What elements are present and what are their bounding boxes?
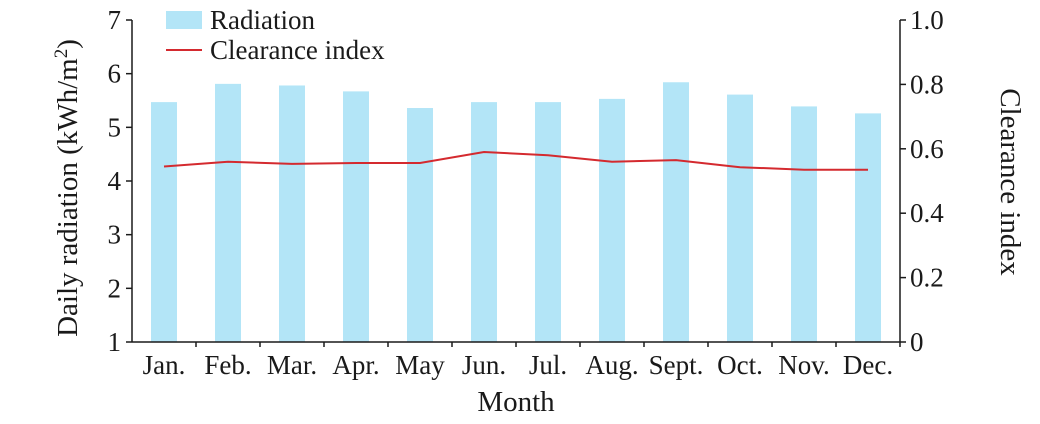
x-tick-label-0: Jan.	[143, 350, 186, 380]
y-axis-left-title: Daily radiation (kWh/m2)	[51, 39, 85, 337]
line-series-group	[163, 150, 868, 171]
axes-group	[131, 20, 901, 343]
x-tick-label-3: Apr.	[332, 350, 379, 380]
legend-label-clearance-index: Clearance index	[210, 35, 385, 65]
legend: Radiation Clearance index	[166, 5, 385, 65]
x-tick-label-4: May	[395, 350, 445, 380]
y-tick-left-label-0: 1	[108, 327, 122, 357]
y-tick-left-label-4: 5	[108, 112, 122, 142]
y-tick-left-label-2: 3	[108, 220, 122, 250]
bar-radiation-9	[663, 82, 689, 343]
bar-radiation-7	[535, 102, 561, 342]
x-tick-label-5: Jun.	[462, 350, 506, 380]
y-tick-left-label-5: 6	[108, 59, 122, 89]
y-tick-right-label-5: 1.0	[910, 5, 944, 35]
bar-radiation-6	[471, 102, 497, 342]
x-tick-label-1: Feb.	[204, 350, 251, 380]
y-tick-right-label-0: 0	[910, 327, 924, 357]
bar-radiation-2	[215, 83, 241, 342]
bar-group	[151, 82, 881, 343]
tick-labels-group: 1 2 3 4 5 6 7 0 0.2 0.4 0.6 0.8 1.0 Jan. Feb. Mar. Apr. M…	[108, 5, 945, 380]
x-tick-label-11: Dec.	[843, 350, 893, 380]
bar-radiation-1	[151, 102, 177, 342]
y-tick-left-label-6: 7	[108, 5, 122, 35]
x-axis-title: Month	[477, 386, 555, 418]
y-tick-right-label-4: 0.8	[910, 69, 944, 99]
bar-radiation-10	[727, 94, 753, 342]
bar-radiation-11	[791, 106, 817, 342]
y-tick-right-label-3: 0.6	[910, 134, 944, 164]
legend-swatch-radiation	[166, 11, 202, 29]
x-tick-label-8: Sept.	[649, 350, 704, 380]
bar-radiation-3	[279, 85, 305, 343]
x-tick-label-2: Mar.	[267, 350, 317, 380]
bar-radiation-4	[343, 91, 369, 342]
y-axis-right-title: Clearance index	[994, 88, 1026, 276]
y-tick-left-label-3: 4	[108, 166, 122, 196]
legend-label-radiation: Radiation	[210, 5, 315, 35]
bar-radiation-8	[599, 98, 625, 342]
y-tick-right-label-1: 0.2	[910, 263, 944, 293]
bar-radiation-5	[407, 108, 433, 342]
y-tick-left-label-1: 2	[108, 273, 122, 303]
x-tick-label-9: Oct.	[717, 350, 763, 380]
x-tick-label-7: Aug.	[585, 350, 638, 380]
y-tick-right-label-2: 0.4	[910, 198, 944, 228]
x-tick-label-10: Nov.	[778, 350, 830, 380]
x-tick-label-6: Jul.	[529, 350, 567, 380]
line-clearance-index	[163, 150, 868, 171]
bar-radiation-12	[855, 113, 881, 342]
